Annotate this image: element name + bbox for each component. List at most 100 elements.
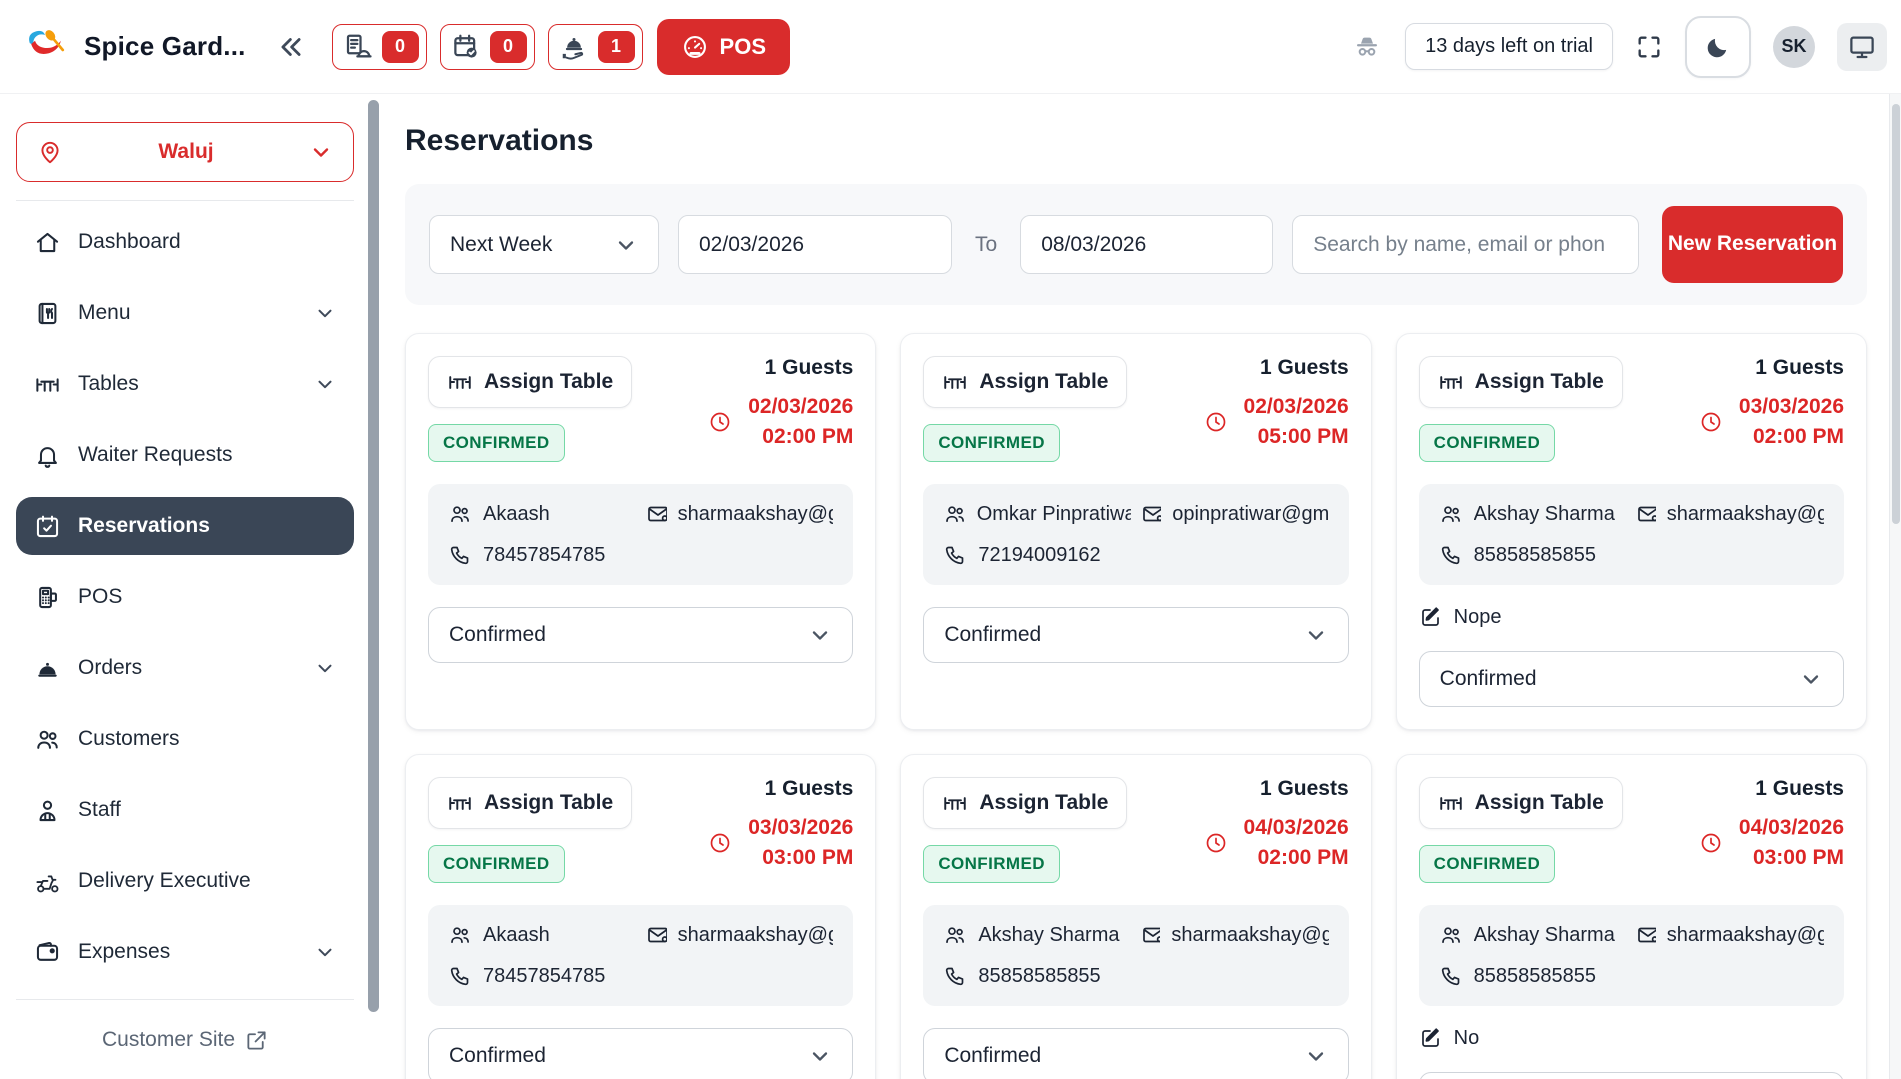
status-select[interactable]: Confirmed xyxy=(1418,651,1844,707)
contact-box: Akshay Sharma sharmaakshay@gm... 8585858… xyxy=(1418,484,1844,585)
customer-site-link[interactable]: Customer Site xyxy=(16,1012,354,1052)
sidebar-item-customers[interactable]: Customers xyxy=(16,710,354,768)
edit-note-icon[interactable] xyxy=(1419,1026,1443,1050)
people-icon xyxy=(1439,502,1463,526)
mail-icon xyxy=(1636,502,1656,526)
sidebar-item-menu[interactable]: Menu xyxy=(16,284,354,342)
new-reservation-button[interactable]: New Reservation xyxy=(1662,206,1843,283)
sidebar-item-delivery-executive[interactable]: Delivery Executive xyxy=(16,852,354,910)
main-content: Reservations Next Week To New Reservatio… xyxy=(380,94,1901,1079)
table-icon xyxy=(447,369,473,395)
guest-name: Akaash xyxy=(483,923,550,946)
guests-count: 1 Guests xyxy=(1259,356,1349,379)
location-selector[interactable]: Waluj xyxy=(16,122,354,182)
guest-phone: 85858585855 xyxy=(978,964,1101,987)
page-title: Reservations xyxy=(405,124,594,157)
guest-name: Omkar Pinpratiwar xyxy=(976,502,1131,525)
sidebar-item-dashboard[interactable]: Dashboard xyxy=(16,213,354,271)
sidebar-collapse-icon[interactable] xyxy=(276,32,306,62)
reservation-time: 03:00 PM xyxy=(762,846,854,870)
sidebar-item-pos[interactable]: POS xyxy=(16,568,354,626)
assign-table-button[interactable]: Assign Table xyxy=(428,777,633,829)
top-header: Spice Gard... 0 xyxy=(0,0,1901,94)
date-to-input[interactable] xyxy=(1020,215,1274,274)
status-badge: CONFIRMED xyxy=(428,845,565,883)
status-select[interactable]: Confirmed xyxy=(1418,1072,1844,1079)
header-right: 13 days left on trial SK xyxy=(1351,15,1887,78)
bell-icon xyxy=(34,442,61,469)
page-scrollbar[interactable] xyxy=(1889,94,1901,1079)
sidebar-item-orders[interactable]: Orders xyxy=(16,639,354,697)
trial-badge[interactable]: 13 days left on trial xyxy=(1405,23,1613,70)
sidebar-nav: Dashboard Menu xyxy=(16,213,354,981)
serving-badge[interactable]: 1 xyxy=(547,23,643,70)
guests-count: 1 Guests xyxy=(764,777,854,800)
cloche-icon xyxy=(34,655,61,682)
reservation-date: 03/03/2026 xyxy=(1738,395,1844,418)
status-select[interactable]: Confirmed xyxy=(428,607,854,663)
reservation-time: 02:00 PM xyxy=(762,425,854,449)
pos-button[interactable]: POS xyxy=(656,18,791,75)
phone-icon xyxy=(1439,964,1463,988)
mail-icon xyxy=(1141,502,1162,526)
reservation-time: 05:00 PM xyxy=(1257,425,1349,449)
clock-icon xyxy=(1204,410,1228,434)
mail-icon xyxy=(1141,923,1161,947)
incognito-icon[interactable] xyxy=(1351,31,1383,63)
sidebar-scrollbar[interactable] xyxy=(368,100,379,1012)
reservation-date: 04/03/2026 xyxy=(1243,816,1349,839)
fullscreen-icon[interactable] xyxy=(1635,33,1663,61)
date-range-select[interactable]: Next Week xyxy=(429,215,659,274)
assign-table-button[interactable]: Assign Table xyxy=(1418,777,1623,829)
guest-phone: 85858585855 xyxy=(1473,964,1597,987)
chevron-down-icon xyxy=(808,623,832,647)
phone-icon xyxy=(448,964,472,988)
reservation-cards: Assign Table CONFIRMED 1 Guests 02/03/20… xyxy=(405,333,1867,1079)
date-from-input[interactable] xyxy=(678,215,952,274)
display-button[interactable] xyxy=(1837,22,1887,71)
sidebar-item-expenses[interactable]: Expenses xyxy=(16,923,354,981)
assign-table-button[interactable]: Assign Table xyxy=(1418,356,1623,408)
note-text: Nope xyxy=(1453,605,1502,628)
reservation-date: 03/03/2026 xyxy=(748,816,854,839)
reservation-date: 04/03/2026 xyxy=(1738,816,1844,839)
dark-mode-toggle[interactable] xyxy=(1685,15,1751,78)
phone-icon xyxy=(1439,543,1463,567)
bookings-badge[interactable]: 0 xyxy=(439,23,535,70)
clock-icon xyxy=(1699,831,1723,855)
menu-orders-badge[interactable]: 0 xyxy=(331,23,427,70)
guest-name: Akshay Sharma xyxy=(978,923,1120,946)
calendar-check-icon xyxy=(451,32,481,62)
assign-table-button[interactable]: Assign Table xyxy=(923,356,1128,408)
status-badge: CONFIRMED xyxy=(923,424,1060,462)
guest-name: Akaash xyxy=(483,502,550,525)
guests-count: 1 Guests xyxy=(1259,777,1349,800)
mail-icon xyxy=(1636,923,1656,947)
table-icon xyxy=(942,790,968,816)
scooter-icon xyxy=(34,868,61,895)
sidebar-item-reservations[interactable]: Reservations xyxy=(16,497,354,555)
status-select[interactable]: Confirmed xyxy=(428,1028,854,1079)
edit-note-icon[interactable] xyxy=(1419,605,1443,629)
chevron-down-icon xyxy=(808,1044,832,1068)
people-icon xyxy=(448,502,472,526)
status-select[interactable]: Confirmed xyxy=(923,1028,1349,1079)
guest-name: Akshay Sharma xyxy=(1473,502,1615,525)
sidebar-item-staff[interactable]: Staff xyxy=(16,781,354,839)
chevron-down-icon xyxy=(309,140,333,164)
assign-table-button[interactable]: Assign Table xyxy=(428,356,633,408)
sidebar-divider xyxy=(16,200,354,201)
sidebar-item-waiter-requests[interactable]: Waiter Requests xyxy=(16,426,354,484)
phone-icon xyxy=(943,964,967,988)
menu-order-icon xyxy=(343,32,373,62)
assign-table-button[interactable]: Assign Table xyxy=(923,777,1128,829)
sidebar-item-tables[interactable]: Tables xyxy=(16,355,354,413)
user-avatar[interactable]: SK xyxy=(1773,25,1815,68)
table-icon xyxy=(34,371,61,398)
reservation-card: Assign Table CONFIRMED 1 Guests 04/03/20… xyxy=(900,754,1372,1079)
search-input[interactable] xyxy=(1292,215,1640,274)
external-link-icon xyxy=(245,1029,268,1052)
guest-email: sharmaakshay@gm... xyxy=(1666,923,1824,946)
status-select[interactable]: Confirmed xyxy=(923,607,1349,663)
moon-icon xyxy=(1704,33,1732,61)
